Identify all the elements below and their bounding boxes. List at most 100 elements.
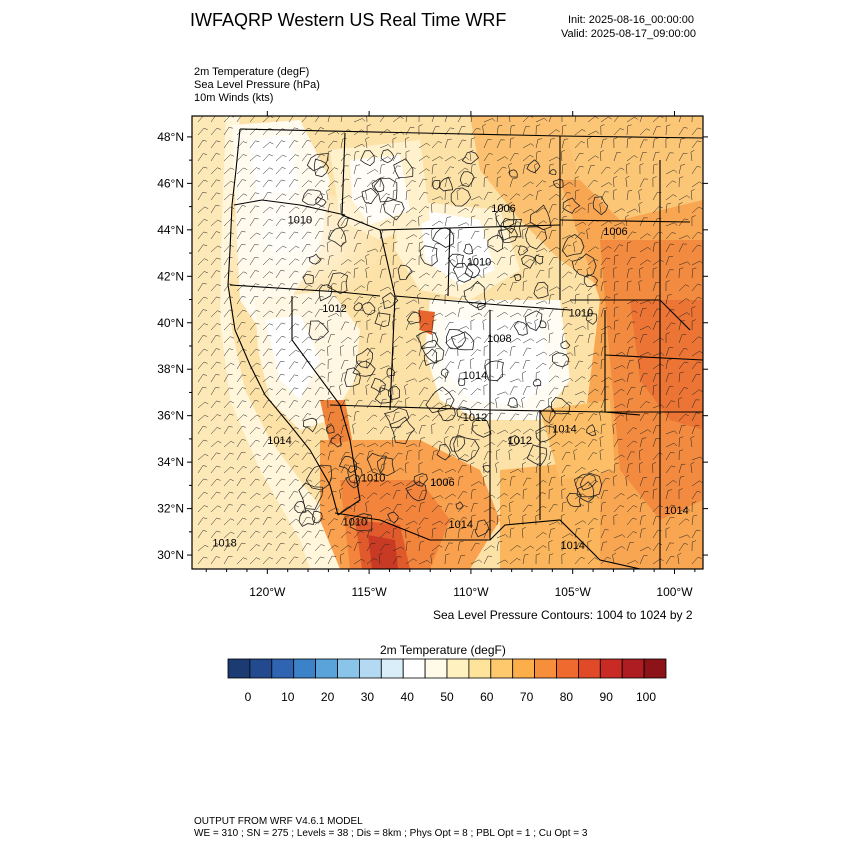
wind-barb — [275, 427, 287, 435]
wind-barb — [639, 448, 644, 461]
wind-barb — [613, 462, 619, 474]
wind-barb — [470, 502, 478, 513]
wind-barb — [613, 306, 619, 318]
wind-barb — [678, 235, 691, 240]
pressure-contour — [450, 331, 475, 351]
wind-barb — [275, 257, 286, 266]
wind-barb — [626, 505, 638, 513]
pressure-contour — [425, 386, 455, 414]
wind-barb — [249, 505, 261, 513]
wind-barb — [483, 494, 496, 500]
wind-barb — [288, 556, 299, 565]
wind-barb — [691, 350, 703, 357]
wind-barb — [262, 492, 274, 500]
wind-barb — [587, 246, 599, 253]
wind-barb — [275, 478, 286, 487]
wind-barb — [301, 270, 312, 279]
wind-barb — [288, 154, 300, 162]
wind-barb — [314, 180, 325, 188]
wind-barb — [573, 240, 578, 253]
wind-barb — [288, 296, 299, 305]
wind-barb — [314, 465, 325, 474]
wind-barb — [431, 505, 443, 513]
wind-barb — [613, 403, 626, 409]
wind-barb — [639, 437, 647, 448]
wind-barb — [431, 163, 438, 175]
wind-barb — [626, 560, 639, 565]
wind-barb — [405, 505, 416, 513]
pressure-contour — [579, 473, 597, 491]
wind-barb — [379, 518, 391, 526]
wind-barb — [483, 345, 489, 357]
wind-barb — [314, 427, 326, 435]
wind-barb — [249, 167, 261, 175]
wind-barb — [326, 188, 331, 201]
wind-barb — [197, 544, 209, 552]
wind-barb — [574, 334, 584, 344]
wind-barb — [508, 228, 513, 240]
wind-barb — [223, 323, 234, 331]
colorbar-title: 2m Temperature (degF) — [380, 643, 506, 657]
wind-barb — [548, 163, 554, 175]
wind-barb — [600, 529, 609, 539]
wind-barb — [340, 414, 352, 422]
wind-barb — [249, 205, 260, 214]
wind-barb — [223, 167, 235, 175]
wind-barb — [418, 124, 423, 136]
wind-barb — [379, 176, 385, 188]
wind-barb — [587, 258, 599, 266]
wind-barb — [392, 319, 397, 331]
pressure-contour — [526, 159, 541, 174]
wind-barb — [548, 267, 553, 279]
wind-barb — [574, 376, 586, 383]
wind-barb — [444, 528, 451, 539]
wind-barb — [301, 192, 312, 201]
wind-barb — [509, 468, 522, 474]
wind-barb — [431, 360, 440, 370]
pressure-contour-label: 1014 — [267, 435, 291, 447]
wind-barb — [678, 298, 690, 305]
wind-barb — [392, 152, 402, 162]
wind-barb — [496, 193, 508, 201]
wind-barb — [691, 116, 693, 123]
pressure-contour — [344, 367, 361, 387]
wind-barb — [275, 296, 286, 305]
wind-barb — [626, 256, 636, 266]
wind-barb — [521, 526, 526, 539]
wind-barb — [508, 201, 513, 214]
wind-barb — [366, 116, 368, 123]
wind-barb — [574, 400, 585, 409]
wind-barb — [509, 116, 511, 123]
wind-barb — [678, 414, 689, 422]
wind-barb — [496, 412, 506, 422]
temperature-colorbar — [227, 658, 667, 679]
wind-barb — [691, 389, 703, 396]
wind-barb — [262, 335, 272, 344]
wind-barb — [288, 219, 300, 227]
wind-barb — [599, 435, 604, 448]
wind-barb — [665, 442, 678, 448]
wind-barb — [197, 414, 209, 422]
wind-barb — [262, 244, 273, 253]
lat-tick-label: 46°N — [157, 176, 184, 190]
wind-barb — [314, 440, 326, 448]
wind-barb — [638, 201, 643, 214]
wind-barb — [301, 244, 311, 253]
wind-barb — [392, 371, 398, 383]
wind-barb — [470, 127, 481, 136]
wind-barb — [326, 240, 331, 253]
pressure-contour — [456, 406, 472, 419]
wind-barb — [652, 352, 665, 357]
wind-barb — [665, 169, 678, 175]
wind-barb — [275, 556, 286, 565]
wind-barb — [340, 506, 352, 513]
wind-barb — [379, 163, 386, 175]
wind-barb — [379, 220, 391, 227]
wind-barb — [678, 218, 689, 227]
wind-barb — [457, 505, 469, 513]
wind-barb — [223, 362, 235, 370]
wind-barb — [522, 208, 535, 214]
axis-ticks — [187, 111, 708, 574]
wind-barb — [379, 441, 391, 448]
wind-barb — [431, 116, 435, 123]
